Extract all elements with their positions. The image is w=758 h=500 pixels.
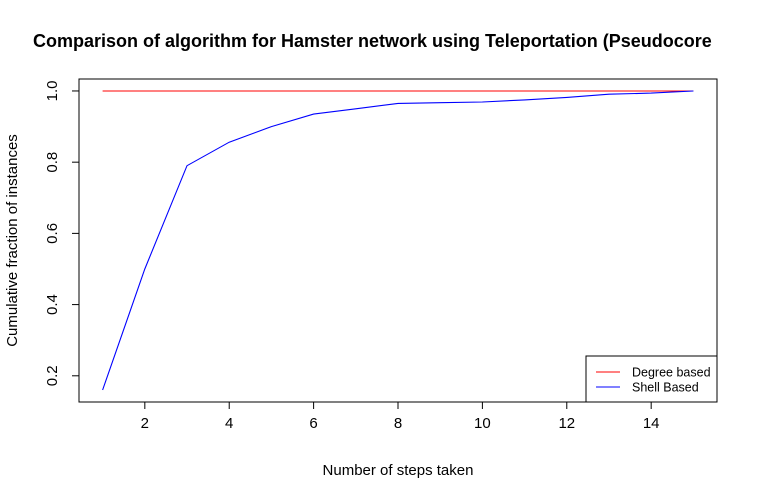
legend-box: [585, 355, 718, 403]
y-tick-label: 0.6: [44, 223, 61, 244]
x-tick-label: 2: [141, 415, 149, 432]
legend-label-1: Shell Based: [632, 381, 699, 395]
legend-label-0: Degree based: [632, 366, 711, 380]
x-tick-label: 12: [558, 415, 575, 432]
y-axis-label: Cumulative fraction of instances: [4, 134, 21, 347]
x-tick-label: 4: [225, 415, 233, 432]
x-axis-label: Number of steps taken: [323, 462, 474, 479]
y-tick-label: 1.0: [44, 81, 61, 102]
series-line-1: [102, 90, 694, 391]
y-tick-label: 0.8: [44, 152, 61, 173]
chart-title: Comparison of algorithm for Hamster netw…: [33, 31, 712, 51]
x-tick-label: 6: [309, 415, 317, 432]
x-tick-label: 10: [474, 415, 491, 432]
y-tick-label: 0.2: [44, 365, 61, 386]
x-tick-label: 8: [394, 415, 402, 432]
plot-frame: [78, 78, 718, 403]
y-tick-label: 0.4: [44, 294, 61, 315]
x-tick-label: 14: [643, 415, 660, 432]
axes: 2 4 6 8 10 12 14 0.2 0.4 0.6 0.8 1.0: [44, 81, 660, 432]
series-layer: [102, 90, 694, 391]
